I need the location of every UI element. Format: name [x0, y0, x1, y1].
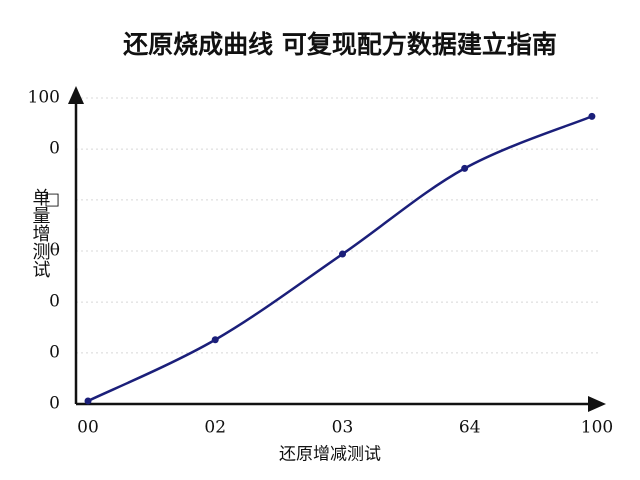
x-axis-label: 还原增减测试	[279, 445, 381, 465]
point	[339, 250, 346, 258]
x-axis-arrow	[588, 396, 606, 412]
y-axis-label: 单量增测试	[30, 188, 51, 278]
y-tick-label: 0	[49, 394, 60, 414]
point	[588, 112, 596, 120]
x-tick-label: 03	[332, 418, 354, 438]
chart-title: 还原烧成曲线 可复现配方数据建立指南	[123, 30, 557, 59]
point	[461, 164, 469, 172]
y-axis-arrow	[68, 86, 84, 104]
point	[84, 397, 92, 405]
y-tick-label: 100	[28, 88, 60, 108]
y-tick-label: 0	[49, 292, 60, 312]
y-tick-label: 0	[49, 342, 60, 362]
y-tick-label: θ	[50, 241, 60, 261]
line-series	[87, 115, 593, 403]
x-tick-label: 64	[459, 418, 481, 438]
x-tick-label: 100	[581, 418, 613, 438]
y-tick-label: □	[44, 189, 60, 209]
y-tick-label: 0	[49, 139, 60, 159]
point	[211, 336, 219, 344]
x-tick-label: 02	[204, 418, 226, 438]
x-tick-label: 00	[77, 418, 99, 438]
